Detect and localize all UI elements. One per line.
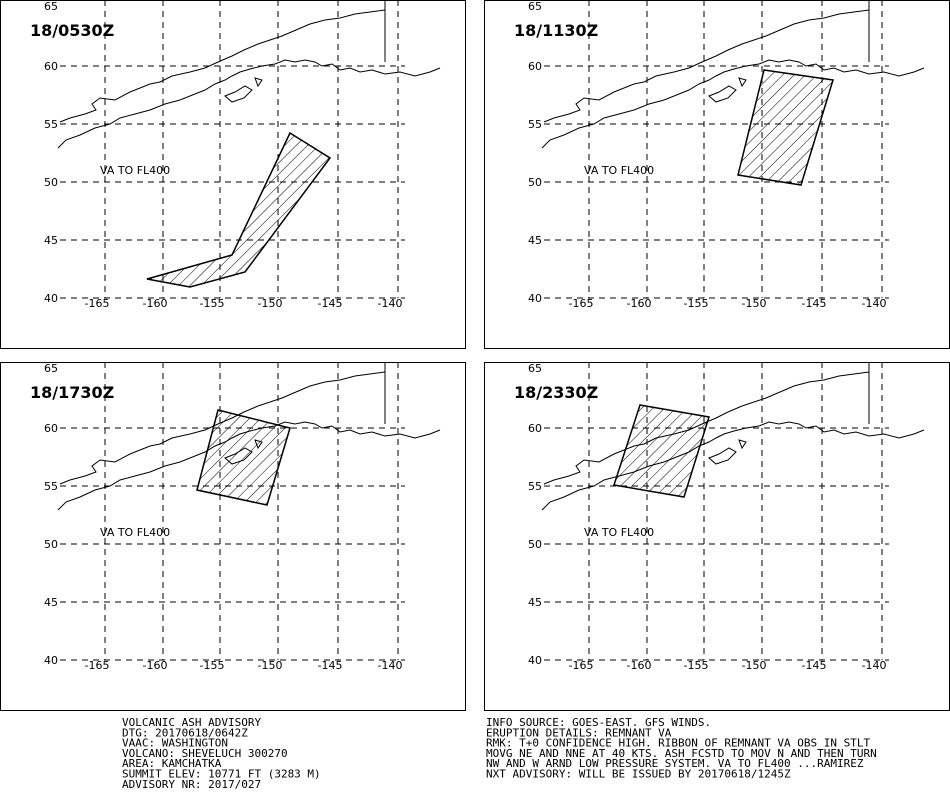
lat-label: 40 [528,292,542,305]
lat-label: 55 [528,118,542,131]
lon-label: -160 [143,297,168,310]
lat-label: 60 [528,60,542,73]
lat-label: 60 [44,60,58,73]
advisory-line: VOLCANO: SHEVELUCH 300270 [122,747,288,760]
advisory-line: ADVISORY NR: 2017/027 [122,778,261,791]
lat-label: 45 [528,234,542,247]
advisory-line: NXT ADVISORY: WILL BE ISSUED BY 20170618… [486,768,791,781]
map-panel: 65 60 55 50 45 40 -165 -160 -155 -150 -145 -140 18/0… [0,0,466,349]
lat-label: 50 [528,176,542,189]
lon-label: -140 [862,659,887,672]
advisory-line: SUMMIT ELEV: 10771 FT (3283 M) [122,768,321,781]
lat-label: 45 [528,596,542,609]
advisory-line: INFO SOURCE: GOES-EAST. GFS WINDS. [486,716,711,729]
panel-frame [484,362,950,711]
lon-label: -155 [684,659,709,672]
va-level: VA TO FL400 [584,526,654,539]
va-level: VA TO FL400 [100,526,170,539]
lat-label: 50 [528,538,542,551]
lat-label: 60 [528,422,542,435]
lon-label: -160 [143,659,168,672]
lon-label: -150 [742,297,767,310]
lon-label: -155 [684,297,709,310]
lat-label: 65 [528,0,542,13]
map-panel: 65 60 55 50 45 40 -165 -160 -155 -150 -145 -140 18/2… [484,362,950,711]
valid-time: 18/1730Z [30,383,114,402]
lon-label: -165 [569,659,594,672]
lat-label: 40 [44,654,58,667]
advisory-line: NW AND W ARND LOW PRESSURE SYSTEM. VA TO… [486,757,864,770]
advisory-line: VOLCANIC ASH ADVISORY [122,716,261,729]
lat-label: 40 [44,292,58,305]
lon-label: -140 [378,659,403,672]
advisory-line: DTG: 20170618/0642Z [122,726,248,739]
lat-label: 55 [44,118,58,131]
lat-label: 65 [528,362,542,375]
lat-label: 40 [528,654,542,667]
lon-label: -140 [378,297,403,310]
lon-label: -140 [862,297,887,310]
lon-label: -160 [627,297,652,310]
va-level: VA TO FL400 [100,164,170,177]
ash-area [613,404,710,498]
ash-area [737,69,834,186]
va-level: VA TO FL400 [584,164,654,177]
lon-label: -165 [85,659,110,672]
lon-label: -145 [318,659,343,672]
advisory-line: ERUPTION DETAILS: REMNANT VA [486,726,672,739]
ash-area [196,409,291,506]
lon-label: -160 [627,659,652,672]
lat-label: 60 [44,422,58,435]
lon-label: -150 [742,659,767,672]
lat-label: 50 [44,176,58,189]
ash-area [146,131,332,288]
lon-label: -145 [802,297,827,310]
valid-time: 18/2330Z [514,383,598,402]
lat-label: 45 [44,234,58,247]
lon-label: -155 [200,297,225,310]
valid-time: 18/1130Z [514,21,598,40]
panel-frame [484,0,950,349]
lon-label: -165 [85,297,110,310]
map-panel: 65 60 55 50 45 40 -165 -160 -155 -150 -145 -140 18/1… [484,0,950,349]
panel-frame [0,0,466,349]
lon-label: -155 [200,659,225,672]
lat-label: 55 [528,480,542,493]
valid-time: 18/0530Z [30,21,114,40]
advisory-line: VAAC: WASHINGTON [122,737,228,750]
map-panel: 65 60 55 50 45 40 -165 -160 -155 -150 -145 -140 18/1… [0,362,466,711]
advisory-line: RMK: T+0 CONFIDENCE HIGH. RIBBON OF REMN… [486,737,870,750]
lat-label: 65 [44,0,58,13]
advisory-line: MOVG NE AND NNE AT 40 KTS. ASH FCSTD TO … [486,747,877,760]
lon-label: -150 [258,297,283,310]
panels: 65 60 55 50 45 40 -165 -160 -155 -150 -145 -140 18/0… [0,0,950,711]
lat-label: 65 [44,362,58,375]
lon-label: -165 [569,297,594,310]
lat-label: 55 [44,480,58,493]
advisory-line: AREA: KAMCHATKA [122,757,222,770]
lat-label: 50 [44,538,58,551]
lon-label: -150 [258,659,283,672]
lon-label: -145 [318,297,343,310]
lon-label: -145 [802,659,827,672]
lat-label: 45 [44,596,58,609]
